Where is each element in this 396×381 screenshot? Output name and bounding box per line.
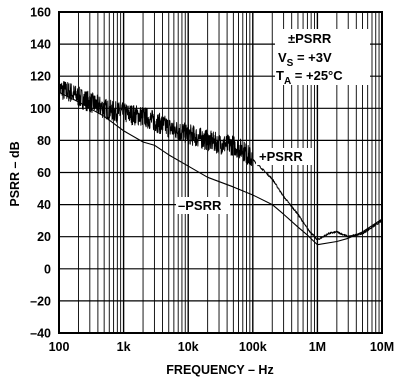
y-tick-label: 120 — [30, 70, 51, 84]
y-tick-label: 60 — [37, 166, 51, 180]
supply-symbol: V — [278, 50, 287, 65]
temperature-symbol: T — [276, 68, 284, 83]
y-tick-label: 20 — [37, 230, 51, 244]
plus-psrr-label-background — [256, 148, 314, 165]
y-tick-label: –40 — [30, 327, 51, 341]
x-tick-labels: 100 1k 10k 100k 1M 10M — [49, 340, 395, 354]
x-tick-label: 100k — [239, 340, 267, 354]
x-tick-label: 1k — [117, 340, 131, 354]
x-tick-label: 10k — [178, 340, 199, 354]
x-axis-title: FREQUENCY – Hz — [166, 363, 273, 377]
plus-psrr-label: +PSRR — [259, 149, 303, 164]
x-tick-label: 1M — [309, 340, 326, 354]
temperature-value: = +25°C — [291, 68, 343, 83]
x-tick-label: 10M — [370, 340, 394, 354]
y-tick-label: 140 — [30, 38, 51, 52]
y-axis-title: PSRR – dB — [8, 141, 22, 206]
series-layer — [58, 79, 383, 246]
y-tick-labels: 160 140 120 100 80 60 40 20 0 –20 –40 — [30, 6, 51, 341]
minus-psrr-label: –PSRR — [178, 198, 222, 213]
temperature-subscript: A — [284, 76, 291, 87]
supply-subscript: S — [287, 58, 294, 69]
series-line-minus-psrr — [58, 91, 383, 246]
plot-frame — [58, 11, 383, 334]
legend-box-background — [275, 29, 370, 85]
legend-line-supply: VS = +3V — [278, 50, 332, 69]
series-line-plus-psrr — [58, 79, 383, 241]
y-tick-label: 100 — [30, 102, 51, 116]
legend-line-temperature: TA = +25°C — [276, 68, 343, 87]
y-tick-label: 80 — [37, 134, 51, 148]
y-tick-label: 0 — [44, 262, 51, 276]
y-tick-label: –20 — [30, 294, 51, 308]
minus-psrr-label-background — [176, 197, 230, 214]
supply-value: = +3V — [293, 50, 332, 65]
y-tick-label: 40 — [37, 198, 51, 212]
y-tick-label: 160 — [30, 6, 51, 20]
legend-box: ±PSRR VS = +3V TA = +25°C — [275, 29, 370, 87]
x-tick-label: 100 — [49, 340, 70, 354]
legend-line-psrr: ±PSRR — [288, 31, 332, 46]
